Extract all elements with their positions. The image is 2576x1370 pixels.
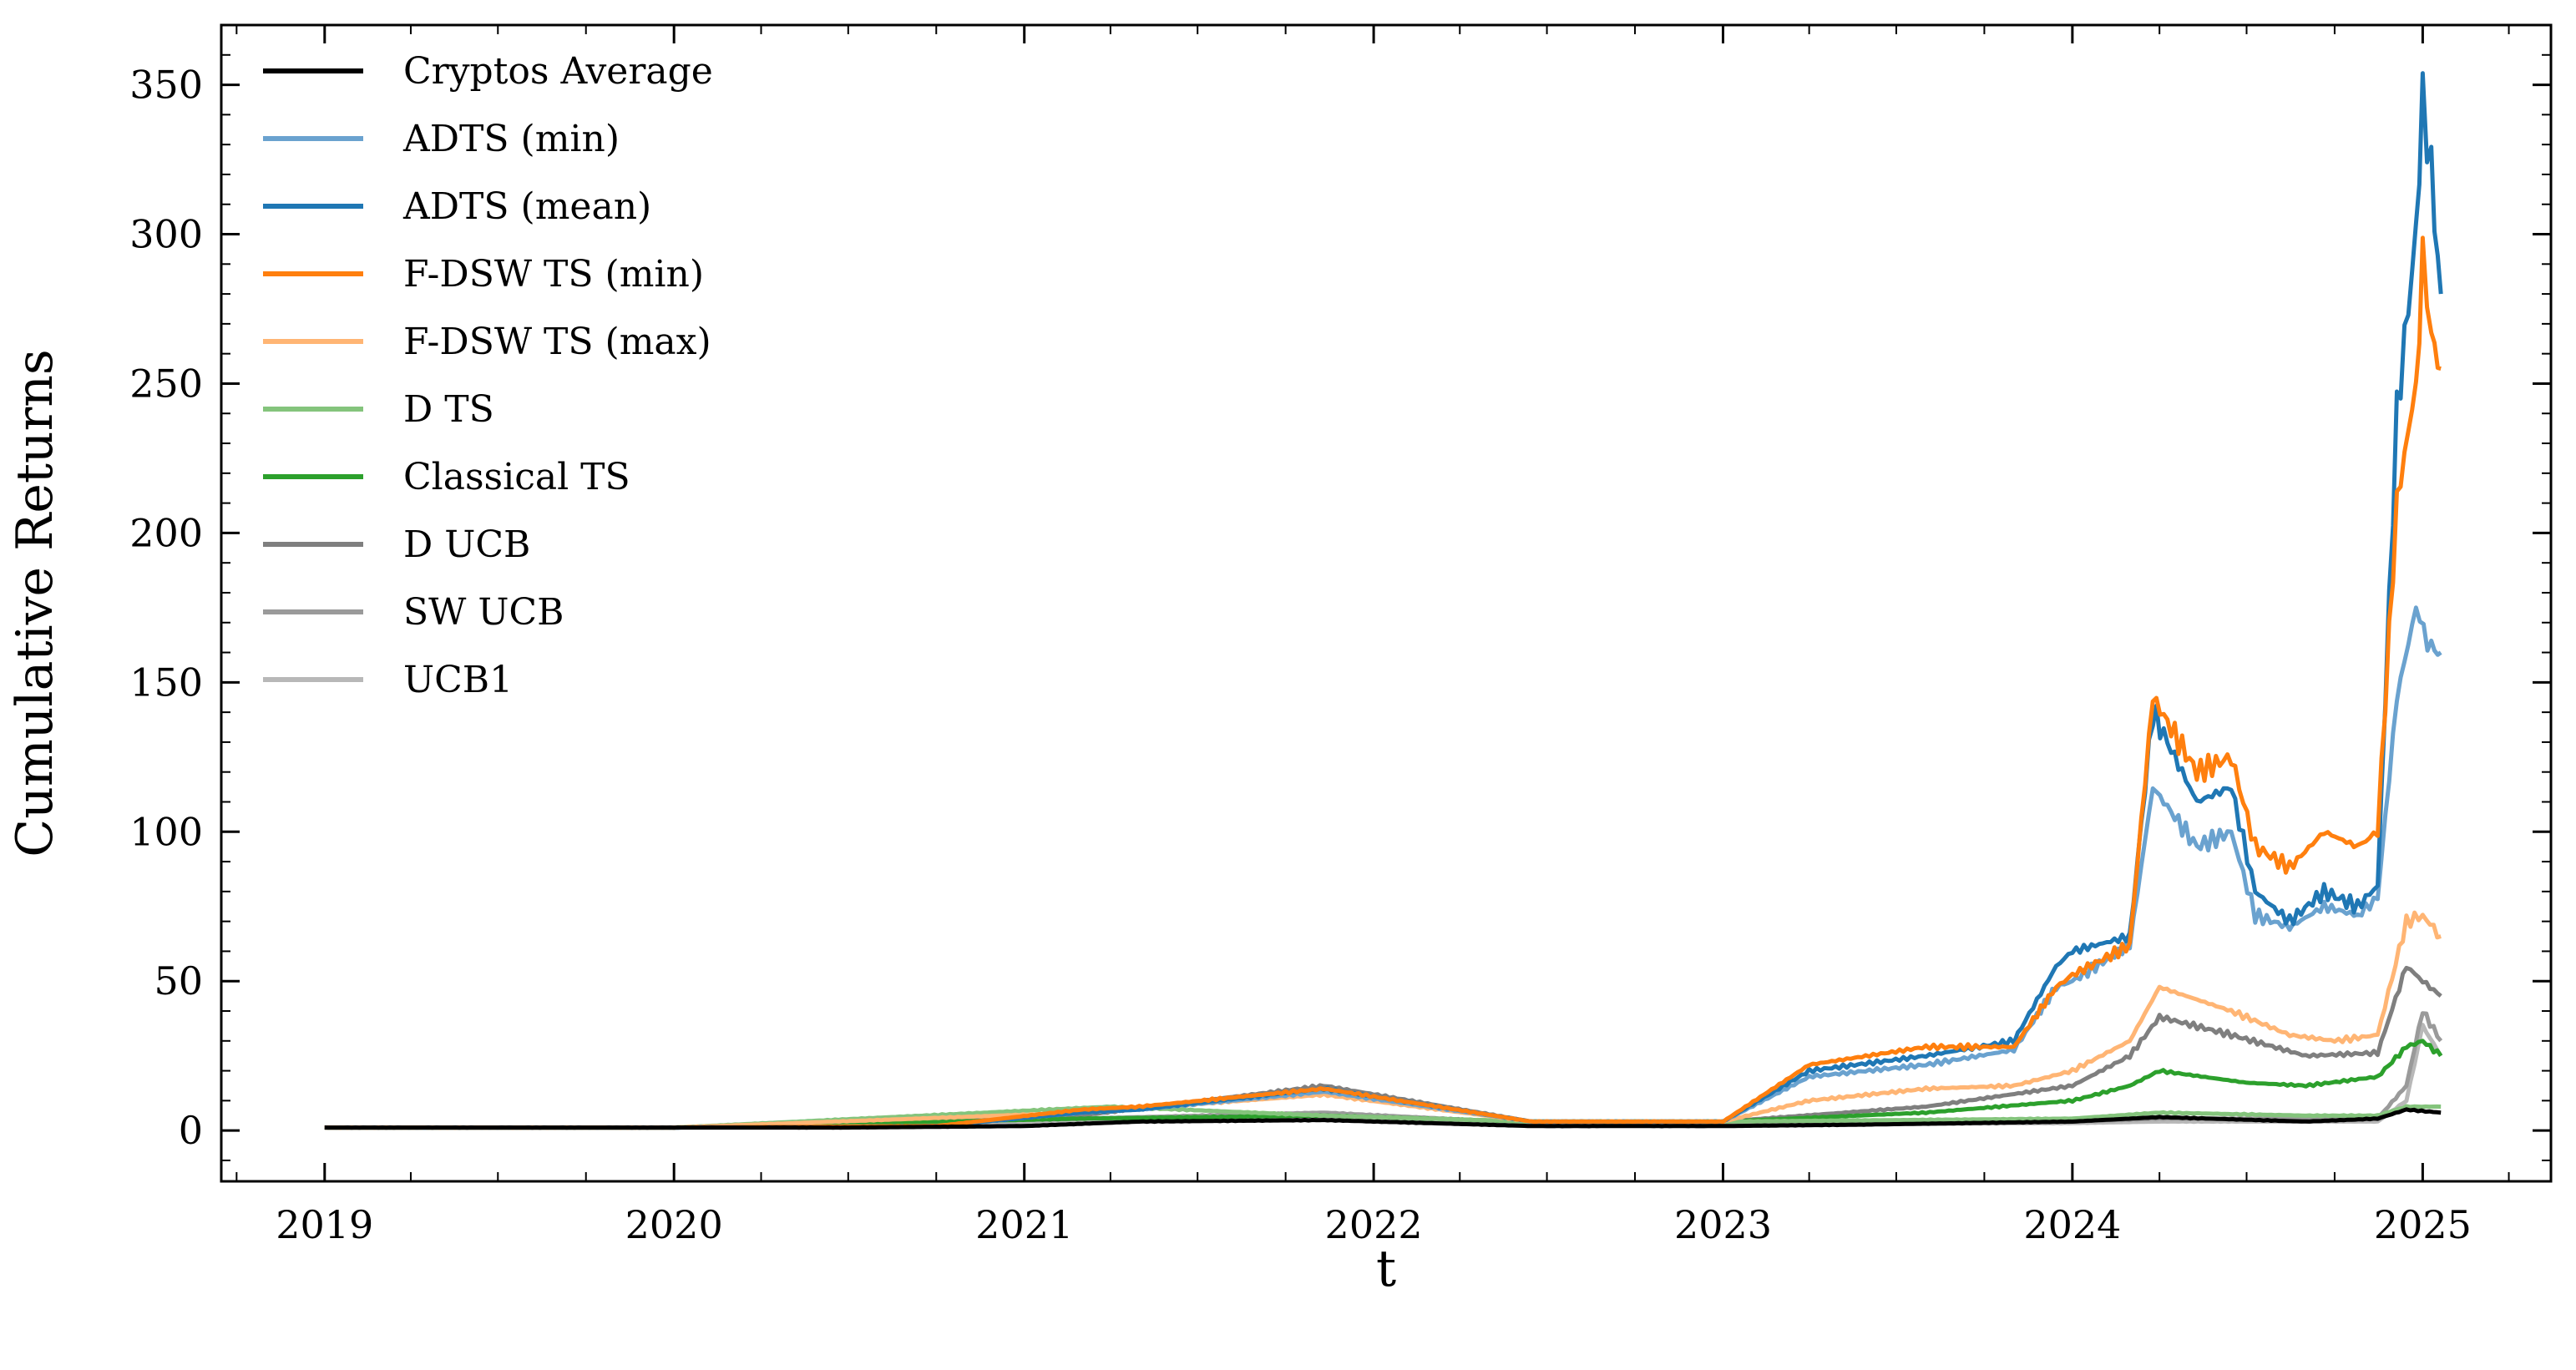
axes-layer: 2019 2020 2021 2022 2023 2024 2025 0 50 100 150 200… xyxy=(129,23,2553,1247)
legend-label: Cryptos Average xyxy=(403,50,713,93)
legend-label: ADTS (mean) xyxy=(402,185,651,228)
legend-label: UCB1 xyxy=(403,659,513,701)
x-tick-label: 2025 xyxy=(2374,1202,2472,1247)
legend-label: SW UCB xyxy=(403,591,564,634)
x-tick-label: 2020 xyxy=(625,1202,723,1247)
legend-label: ADTS (min) xyxy=(402,118,620,160)
legend-label: F-DSW TS (min) xyxy=(403,253,704,296)
y-tick-label: 150 xyxy=(129,660,203,705)
legend-label: D TS xyxy=(403,388,494,431)
x-axis-title: t xyxy=(1376,1240,1396,1298)
y-tick-label: 200 xyxy=(129,510,203,555)
y-axis-title: Cumulative Returns xyxy=(6,349,64,857)
series-line-adts-min xyxy=(324,605,2442,1130)
y-tick-label: 250 xyxy=(129,361,203,406)
x-tick-label: 2021 xyxy=(975,1202,1073,1247)
series-line-f-dsw-ts-min xyxy=(324,235,2442,1130)
x-tick-label: 2023 xyxy=(1674,1202,1772,1247)
y-tick-label: 300 xyxy=(129,212,203,257)
series-line-sw-ucb xyxy=(324,1011,2443,1130)
x-tick-label: 2022 xyxy=(1325,1202,1423,1247)
x-tick-label: 2019 xyxy=(276,1202,373,1247)
series-line-adts-mean xyxy=(324,71,2443,1130)
legend-label: F-DSW TS (max) xyxy=(403,321,711,363)
plot-frame xyxy=(220,23,2553,1183)
legend-label: D UCB xyxy=(403,523,530,566)
series-layer xyxy=(324,71,2443,1130)
x-tick-label: 2024 xyxy=(2023,1202,2121,1247)
series-line-cryptos-average xyxy=(324,1107,2442,1130)
y-tick-label: 50 xyxy=(154,958,203,1003)
legend: Cryptos Average ADTS (min) ADTS (mean) F-DS… xyxy=(263,50,713,701)
series-line-ucb1 xyxy=(324,1023,2443,1130)
y-tick-label: 350 xyxy=(129,63,203,108)
y-tick-label: 100 xyxy=(129,809,203,854)
legend-label: Classical TS xyxy=(403,456,630,498)
y-tick-label: 0 xyxy=(179,1108,203,1153)
